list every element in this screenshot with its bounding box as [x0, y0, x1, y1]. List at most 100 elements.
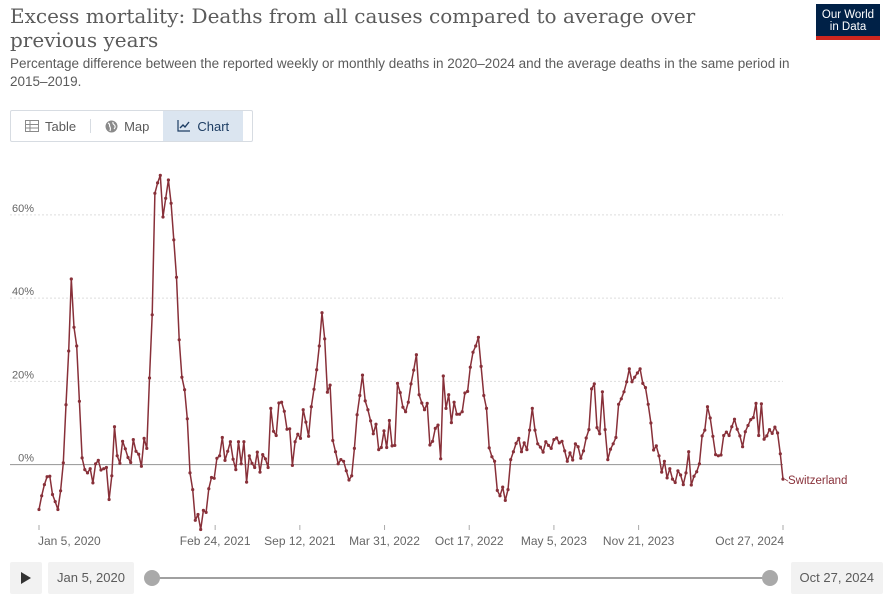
data-point	[501, 485, 505, 489]
data-point	[360, 373, 365, 377]
data-point	[164, 196, 168, 200]
data-point	[379, 445, 383, 450]
timeline-start-handle[interactable]	[144, 570, 160, 586]
data-point	[107, 497, 111, 502]
x-axis-ticks: Jan 5, 2020 Feb 24, 2021 Sep 12, 2021 Mar 3…	[38, 525, 784, 548]
data-point	[533, 428, 537, 432]
data-point	[169, 201, 173, 205]
data-point	[83, 468, 87, 472]
data-point	[59, 489, 63, 493]
data-point	[263, 457, 267, 461]
play-button[interactable]	[10, 562, 42, 594]
data-point	[145, 446, 149, 450]
data-point	[506, 488, 510, 492]
data-point	[643, 386, 648, 390]
data-point	[409, 382, 413, 386]
tab-divider	[90, 119, 92, 133]
timeline-end-label[interactable]: Oct 27, 2024	[790, 562, 883, 594]
y-tick-label: 40%	[12, 286, 34, 298]
series-lines	[38, 174, 784, 531]
data-point	[439, 457, 443, 461]
owid-logo[interactable]: Our World in Data	[816, 4, 880, 40]
data-point	[555, 436, 559, 440]
data-point	[633, 375, 637, 379]
data-point	[552, 438, 556, 442]
data-point	[741, 445, 745, 449]
data-point	[298, 436, 303, 440]
data-point	[654, 444, 658, 448]
data-point	[603, 428, 607, 432]
data-point	[608, 447, 613, 451]
data-point	[185, 417, 189, 421]
data-point	[209, 475, 214, 480]
data-point	[404, 410, 408, 414]
timeline-start-label[interactable]: Jan 5, 2020	[48, 562, 134, 594]
play-icon	[21, 572, 31, 584]
data-point	[355, 413, 359, 417]
data-point	[69, 277, 73, 281]
data-point	[422, 408, 427, 412]
data-point	[180, 375, 184, 379]
data-point	[37, 507, 41, 512]
data-point	[290, 463, 294, 467]
view-tabs: Table Map Chart	[10, 110, 253, 142]
data-point	[102, 467, 106, 471]
data-point	[312, 387, 316, 391]
data-point	[692, 474, 696, 478]
data-point	[719, 453, 723, 457]
data-point	[468, 365, 472, 369]
table-icon	[25, 120, 39, 132]
data-point	[342, 459, 346, 463]
chart-subtitle: Percentage difference between the report…	[10, 56, 790, 89]
data-point	[722, 433, 726, 438]
data-point	[245, 480, 249, 484]
data-point	[444, 406, 448, 410]
data-point	[247, 454, 251, 458]
data-point	[347, 478, 351, 482]
data-point	[193, 518, 197, 522]
data-point	[778, 452, 782, 456]
data-point	[724, 430, 729, 434]
data-point	[514, 441, 518, 445]
data-point	[565, 459, 569, 463]
chart-title: Excess mortality: Deaths from all causes…	[10, 4, 696, 52]
data-point	[732, 417, 737, 421]
data-point	[350, 474, 354, 478]
data-point	[619, 397, 623, 401]
timeline-track[interactable]	[152, 577, 770, 579]
data-point	[129, 460, 133, 465]
data-point	[369, 419, 373, 423]
data-point	[121, 439, 125, 443]
data-point	[80, 456, 84, 460]
data-point	[598, 432, 602, 436]
data-point	[134, 449, 138, 453]
data-point	[509, 458, 513, 462]
data-point	[274, 433, 278, 438]
data-point	[390, 444, 394, 448]
tab-map[interactable]: Map	[91, 111, 163, 141]
data-point	[96, 458, 100, 462]
tab-chart[interactable]: Chart	[163, 111, 244, 141]
data-point	[323, 337, 327, 341]
data-point	[670, 477, 675, 481]
data-point	[474, 344, 478, 348]
data-point	[99, 468, 103, 472]
data-point	[541, 450, 545, 454]
data-point	[215, 456, 219, 460]
timeline-end-handle[interactable]	[762, 570, 778, 586]
data-point	[172, 238, 176, 242]
data-point	[220, 435, 224, 440]
data-point	[528, 428, 532, 432]
series-line-switzerland	[38, 174, 784, 531]
data-point	[536, 442, 540, 446]
tab-table[interactable]: Table	[11, 111, 90, 141]
data-point	[191, 488, 195, 492]
data-point	[239, 462, 243, 466]
data-point	[568, 451, 572, 455]
data-point	[50, 492, 55, 497]
data-point	[544, 440, 548, 444]
data-point	[280, 400, 284, 404]
data-point	[676, 469, 680, 473]
data-point	[85, 471, 90, 475]
data-point	[530, 406, 534, 410]
